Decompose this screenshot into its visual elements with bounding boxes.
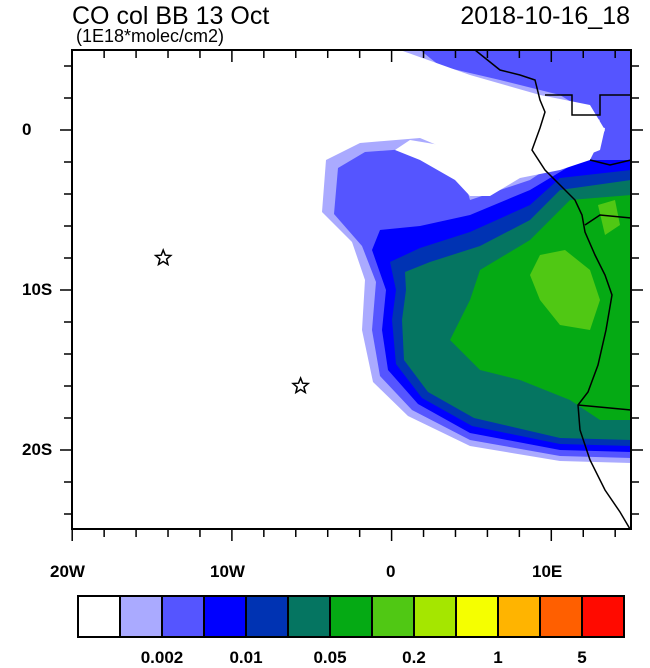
- colorbar-swatch: [581, 595, 625, 638]
- plot-title: CO col BB 13 Oct: [72, 2, 270, 30]
- date-label: 2018-10-16_18: [460, 2, 630, 30]
- colorbar-swatch: [203, 595, 247, 638]
- axis-ticks: [60, 50, 643, 541]
- country-borders: [577, 404, 632, 411]
- units-label: (1E18*molec/cm2): [76, 26, 225, 46]
- colorbar-swatch: [497, 595, 541, 638]
- colorbar-swatch: [287, 595, 331, 638]
- lat-label: 0: [22, 120, 32, 139]
- colorbar-swatch: [455, 595, 499, 638]
- country-borders: [589, 159, 632, 166]
- star-icon: [153, 247, 173, 267]
- colorbar-swatch: [119, 595, 163, 638]
- lat-label: 10S: [22, 280, 53, 299]
- colorbar-label: 0.002: [140, 648, 184, 667]
- lon-label: 10E: [532, 562, 563, 581]
- coastline: [474, 49, 631, 530]
- colorbar-label: 0.01: [229, 648, 263, 667]
- colorbar: [77, 595, 625, 638]
- colorbar-swatch: [245, 595, 289, 638]
- star-icon: [291, 375, 311, 395]
- co-plume: [290, 50, 631, 463]
- country-borders: [545, 94, 631, 116]
- lat-label: 20S: [22, 440, 53, 459]
- markers: [153, 247, 311, 395]
- colorbar-swatch: [77, 595, 121, 638]
- colorbar-swatch: [539, 595, 583, 638]
- colorbar-label: 0.05: [313, 648, 347, 667]
- colorbar-swatch: [413, 595, 457, 638]
- colorbar-swatch: [371, 595, 415, 638]
- lon-label: 0: [386, 562, 396, 581]
- lon-label: 20W: [50, 562, 85, 581]
- colorbar-label: 1: [493, 648, 503, 667]
- lon-label: 10W: [210, 562, 245, 581]
- colorbar-swatch: [329, 595, 373, 638]
- country-borders: [584, 214, 632, 226]
- colorbar-swatch: [161, 595, 205, 638]
- colorbar-label: 0.2: [402, 648, 426, 667]
- colorbar-label: 5: [577, 648, 587, 667]
